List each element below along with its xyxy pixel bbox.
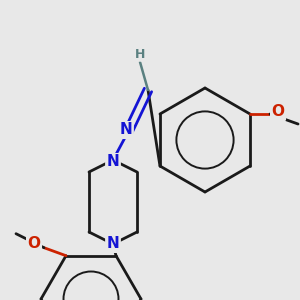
Text: N: N (106, 154, 119, 169)
Text: O: O (28, 236, 40, 251)
Text: N: N (106, 236, 119, 251)
Text: H: H (135, 47, 145, 61)
Text: N: N (120, 122, 132, 137)
Text: O: O (272, 104, 284, 119)
